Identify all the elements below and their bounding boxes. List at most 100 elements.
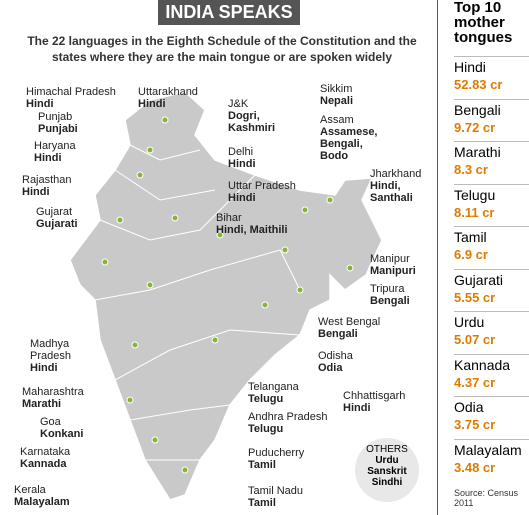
tongue-name: Tamil: [454, 229, 487, 245]
state-label: Maharashtra Marathi: [22, 386, 102, 410]
state-language: Hindi: [138, 98, 166, 110]
state-language: Konkani: [40, 428, 84, 440]
state-label: Gujarat Gujarati: [36, 206, 106, 230]
tongue-item: Marathi 8.3 cr: [454, 141, 529, 178]
state-name: Haryana: [34, 140, 76, 152]
tongue-name: Malayalam: [454, 441, 522, 458]
tongue-item: Malayalam 3.48 cr: [454, 438, 529, 476]
tongue-item: Bengali 9.72 cr: [454, 98, 529, 136]
state-name: Sikkim: [320, 83, 353, 95]
tongue-value: 6.9 cr: [454, 247, 488, 262]
subtitle: The 22 languages in the Eighth Schedule …: [27, 34, 417, 64]
state-name: Uttar Pradesh: [228, 180, 296, 192]
state-label: Goa Konkani: [40, 416, 110, 440]
state-label: Telangana Telugu: [248, 381, 318, 405]
state-borders: [94, 144, 301, 461]
state-language: Hindi, Maithili: [216, 224, 288, 236]
state-language: Kannada: [20, 458, 67, 470]
tongue-name: Gujarati: [454, 271, 504, 288]
state-language: Odia: [318, 362, 343, 374]
title: INDIA SPEAKS: [158, 0, 300, 25]
state-name: J&K: [228, 98, 249, 110]
state-label: Tripura Bengali: [370, 283, 440, 307]
state-language: Hindi, Santhali: [370, 180, 413, 204]
state-label: Karnataka Kannada: [20, 446, 100, 470]
state-label: Assam Assamese, Bengali, Bodo: [320, 114, 390, 162]
state-name: West Bengal: [318, 316, 381, 328]
state-label: Jharkhand Hindi, Santhali: [370, 168, 440, 204]
state-label: Uttarakhand Hindi: [138, 86, 228, 110]
state-name: Rajasthan: [22, 174, 72, 186]
state-label: Puducherry Tamil: [248, 447, 318, 471]
state-label: Andhra Pradesh Telugu: [248, 411, 338, 435]
india-outline: [69, 91, 383, 501]
state-name: Jharkhand: [370, 168, 422, 180]
state-language: Hindi: [26, 98, 54, 110]
state-language: Nepali: [320, 95, 354, 107]
state-language: Telugu: [248, 393, 284, 405]
tongue-name: Urdu: [454, 314, 485, 330]
state-label: Rajasthan Hindi: [22, 174, 92, 198]
state-name: Uttarakhand: [138, 86, 198, 98]
tongue-name: Bengali: [454, 101, 501, 118]
state-name: Goa: [40, 416, 61, 428]
state-language: Dogri, Kashmiri: [228, 110, 276, 134]
state-language: Manipuri: [370, 265, 416, 277]
state-label: Bihar Hindi, Maithili: [216, 212, 316, 236]
tongue-name: Marathi: [454, 144, 501, 160]
tongue-name: Odia: [454, 399, 484, 415]
tongue-value: 5.55 cr: [454, 289, 496, 305]
map: [69, 91, 383, 501]
state-language: Hindi: [34, 152, 62, 164]
state-name: Karnataka: [20, 446, 71, 458]
state-name: Tripura: [370, 283, 405, 295]
tongue-value: 3.48 cr: [454, 459, 496, 475]
state-name: Himachal Pradesh: [26, 86, 116, 98]
state-label: Uttar Pradesh Hindi: [228, 180, 318, 204]
state-label: Punjab Punjabi: [38, 111, 108, 135]
state-language: Hindi: [343, 402, 371, 414]
state-label: Manipur Manipuri: [370, 253, 440, 277]
tongue-value: 8.3 cr: [454, 162, 488, 177]
tongue-item: Hindi 52.83 cr: [454, 56, 529, 93]
state-label: Himachal Pradesh Hindi: [26, 86, 136, 110]
state-dots: [101, 116, 354, 474]
state-name: Telangana: [248, 381, 299, 393]
tongue-name: Kannada: [454, 356, 511, 373]
state-name: Kerala: [14, 484, 46, 496]
other-language: Sindhi: [371, 477, 403, 488]
state-name: Delhi: [228, 146, 254, 158]
state-label: J&K Dogri, Kashmiri: [228, 98, 288, 134]
state-name: Chhattisgarh: [343, 390, 406, 402]
source: Source: Census 2011: [454, 488, 519, 508]
state-name: Maharashtra: [22, 386, 84, 398]
tongue-item: Urdu 5.07 cr: [454, 311, 529, 348]
state-language: Bengali: [370, 295, 410, 307]
tongue-item: Gujarati 5.55 cr: [454, 268, 529, 306]
state-label: Odisha Odia: [318, 350, 388, 374]
state-language: Malayalam: [14, 496, 70, 508]
state-name: Punjab: [38, 111, 73, 123]
state-language: Gujarati: [36, 218, 78, 230]
state-label: Sikkim Nepali: [320, 83, 390, 107]
tongue-value: 5.07 cr: [454, 332, 496, 347]
state-name: Puducherry: [248, 447, 305, 459]
state-name: Manipur: [370, 253, 410, 265]
tongue-item: Odia 3.75 cr: [454, 396, 529, 433]
sidebar: Top 10 mother tongues Source: Census 201…: [437, 0, 529, 515]
tongue-value: 3.75 cr: [454, 417, 496, 432]
tongue-item: Kannada 4.37 cr: [454, 353, 529, 391]
state-language: Hindi: [228, 158, 256, 170]
state-name: Odisha: [318, 350, 353, 362]
tongue-value: 9.72 cr: [454, 119, 496, 135]
others-title: OTHERS: [366, 444, 408, 455]
tongue-value: 52.83 cr: [454, 77, 503, 92]
state-name: Gujarat: [36, 206, 73, 218]
state-language: Marathi: [22, 398, 62, 410]
state-language: Tamil: [248, 459, 276, 471]
state-name: Andhra Pradesh: [248, 411, 328, 423]
state-label: Kerala Malayalam: [14, 484, 94, 508]
state-label: Madhya Pradesh Hindi: [30, 338, 85, 374]
tongue-name: Telugu: [454, 186, 496, 203]
